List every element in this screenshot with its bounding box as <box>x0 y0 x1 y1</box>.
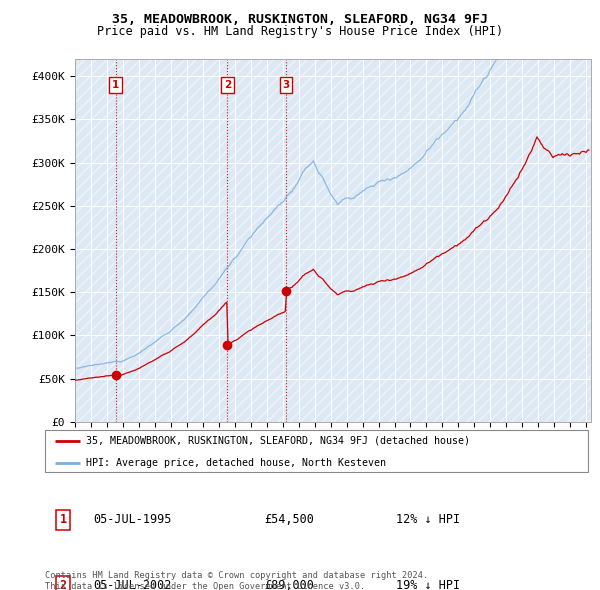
Bar <box>75 59 591 422</box>
Text: 35, MEADOWBROOK, RUSKINGTON, SLEAFORD, NG34 9FJ: 35, MEADOWBROOK, RUSKINGTON, SLEAFORD, N… <box>112 13 488 26</box>
Text: 1: 1 <box>112 80 119 90</box>
Text: 3: 3 <box>283 80 290 90</box>
Text: 05-JUL-2002: 05-JUL-2002 <box>93 579 172 590</box>
Text: Price paid vs. HM Land Registry's House Price Index (HPI): Price paid vs. HM Land Registry's House … <box>97 25 503 38</box>
Text: 19% ↓ HPI: 19% ↓ HPI <box>396 579 460 590</box>
Text: 2: 2 <box>224 80 231 90</box>
Text: Contains HM Land Registry data © Crown copyright and database right 2024.
This d: Contains HM Land Registry data © Crown c… <box>45 571 428 590</box>
Text: 1: 1 <box>59 513 67 526</box>
Text: 35, MEADOWBROOK, RUSKINGTON, SLEAFORD, NG34 9FJ (detached house): 35, MEADOWBROOK, RUSKINGTON, SLEAFORD, N… <box>86 435 470 445</box>
Text: 2: 2 <box>59 579 67 590</box>
Text: HPI: Average price, detached house, North Kesteven: HPI: Average price, detached house, Nort… <box>86 458 386 468</box>
Text: 12% ↓ HPI: 12% ↓ HPI <box>396 513 460 526</box>
Text: 05-JUL-1995: 05-JUL-1995 <box>93 513 172 526</box>
Text: £89,000: £89,000 <box>264 579 314 590</box>
Text: £54,500: £54,500 <box>264 513 314 526</box>
